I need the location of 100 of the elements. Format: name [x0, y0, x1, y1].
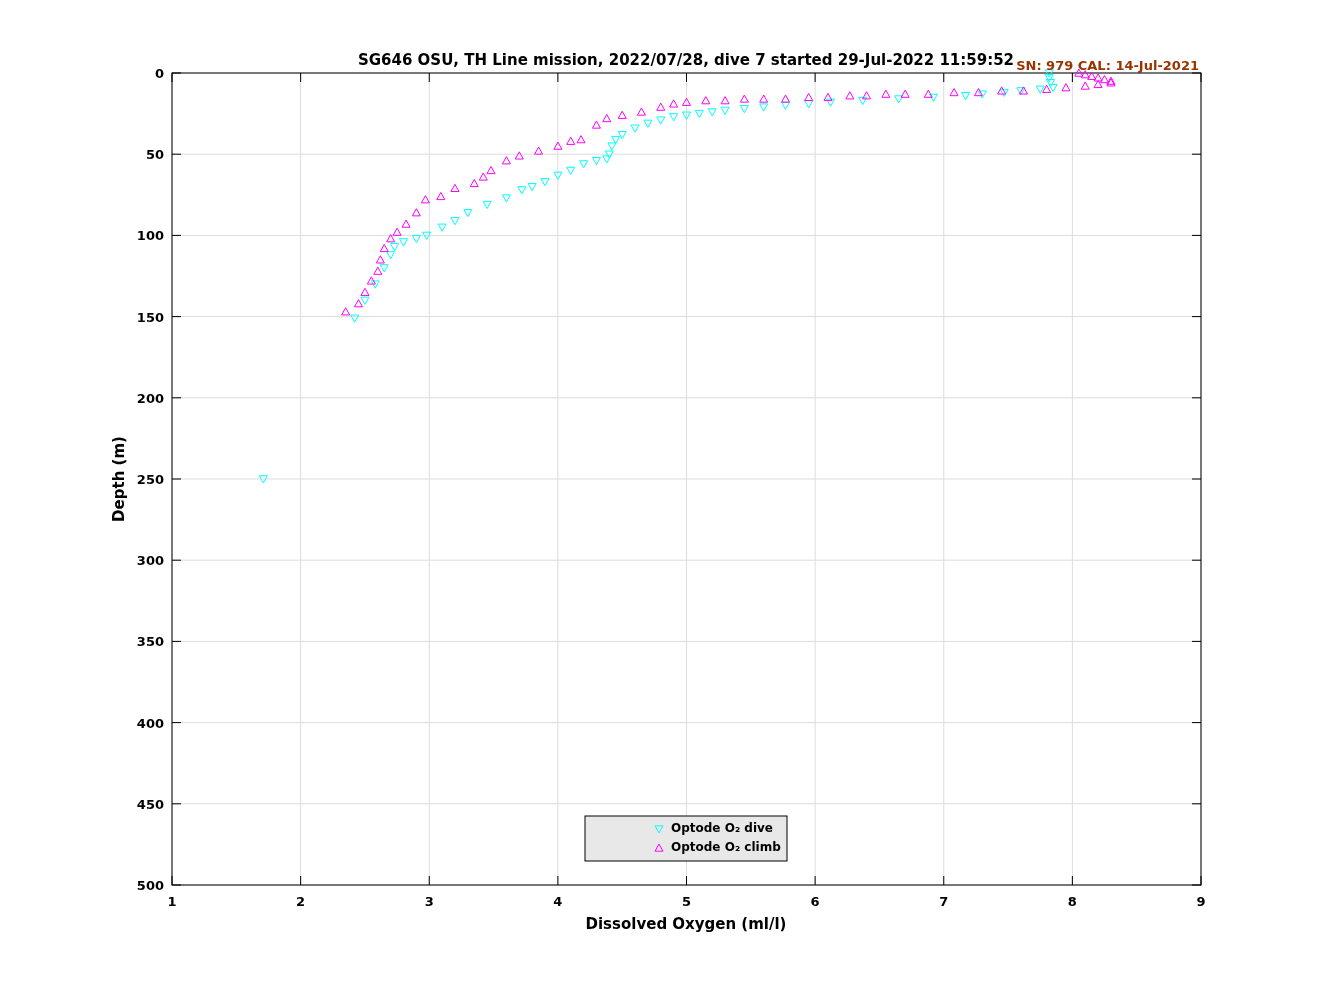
- point: [669, 113, 679, 122]
- point: [591, 157, 601, 166]
- y-tick-label: 450: [136, 796, 164, 812]
- point: [823, 92, 833, 102]
- point: [386, 251, 396, 260]
- point: [804, 100, 814, 109]
- point: [411, 234, 421, 244]
- point: [928, 93, 938, 102]
- point: [1044, 69, 1054, 78]
- annotation: SN: 979 CAL: 14-Jul-2021: [1016, 58, 1199, 73]
- point: [514, 151, 524, 160]
- point: [450, 217, 460, 226]
- point: [534, 146, 544, 155]
- point: [373, 266, 383, 275]
- point: [401, 219, 411, 228]
- point: [720, 96, 730, 105]
- point: [977, 90, 987, 99]
- y-tick-label: 50: [145, 147, 164, 163]
- point: [517, 186, 527, 195]
- point: [422, 231, 432, 240]
- point: [707, 108, 717, 117]
- point: [591, 120, 601, 129]
- point: [604, 150, 614, 159]
- point: [1042, 84, 1052, 93]
- point: [576, 135, 586, 144]
- point: [501, 156, 511, 165]
- point: [375, 255, 385, 264]
- point: [636, 107, 646, 116]
- point: [420, 195, 430, 204]
- point: [366, 276, 376, 285]
- point: [923, 89, 933, 98]
- point: [436, 191, 446, 201]
- point: [949, 87, 959, 97]
- legend-entry: Optode O₂ climb: [654, 840, 781, 854]
- point: [602, 155, 612, 164]
- point: [900, 89, 910, 98]
- point: [694, 109, 704, 119]
- point: [739, 105, 749, 114]
- x-tick-label: 6: [810, 894, 820, 909]
- point: [643, 119, 653, 128]
- x-tick-label: 8: [1067, 894, 1077, 909]
- y-tick-label: 300: [136, 553, 164, 569]
- point: [630, 124, 640, 133]
- point: [617, 131, 627, 140]
- point: [973, 87, 983, 97]
- point: [961, 92, 971, 101]
- x-tick-label: 7: [939, 894, 949, 909]
- y-tick-label: 0: [154, 66, 164, 81]
- x-tick-label: 5: [681, 894, 692, 909]
- point: [894, 95, 904, 104]
- point: [826, 98, 836, 107]
- point: [379, 243, 389, 253]
- x-tick-label: 3: [424, 894, 434, 909]
- point: [390, 243, 400, 252]
- point: [486, 165, 496, 175]
- point: [804, 92, 814, 102]
- point: [781, 94, 791, 103]
- point: [602, 113, 612, 123]
- point: [858, 96, 868, 106]
- point: [399, 238, 409, 247]
- point: [669, 99, 679, 108]
- point: [360, 296, 370, 305]
- point: [1035, 85, 1045, 94]
- point: [566, 136, 576, 145]
- point: [350, 314, 360, 323]
- y-tick-label: 200: [136, 390, 164, 406]
- point: [759, 94, 769, 103]
- point: [1044, 74, 1054, 83]
- point: [392, 227, 402, 236]
- y-tick-label: 100: [136, 228, 164, 244]
- y-tick-label: 350: [136, 634, 164, 650]
- point: [1087, 71, 1097, 80]
- x-tick-label: 4: [553, 894, 563, 909]
- x-axis-title: Dissolved Oxygen (ml/l): [585, 915, 787, 933]
- chart-title: SG646 OSU, TH Line mission, 2022/07/28, dive 7 started 29-Jul-2022 11:59:52: [357, 51, 1015, 69]
- y-tick-label: 500: [136, 878, 164, 893]
- point: [739, 94, 749, 103]
- point: [845, 91, 855, 100]
- point: [478, 172, 488, 181]
- point: [682, 111, 691, 120]
- point: [360, 287, 370, 296]
- point: [501, 194, 511, 203]
- point: [386, 234, 396, 243]
- x-tick-label: 1: [167, 894, 177, 909]
- legend-entry: Optode O₂ dive: [654, 821, 773, 835]
- point: [482, 200, 492, 210]
- point: [553, 141, 563, 150]
- point: [258, 475, 268, 484]
- point: [579, 160, 589, 169]
- point: [469, 178, 479, 188]
- point: [1048, 83, 1058, 93]
- y-axis-title: Depth (m): [110, 436, 128, 522]
- point: [607, 142, 617, 151]
- point: [1100, 75, 1110, 84]
- point: [1093, 73, 1103, 82]
- point: [341, 307, 351, 316]
- point: [862, 91, 872, 100]
- point: [379, 264, 389, 273]
- point: [354, 299, 364, 308]
- point: [566, 166, 576, 175]
